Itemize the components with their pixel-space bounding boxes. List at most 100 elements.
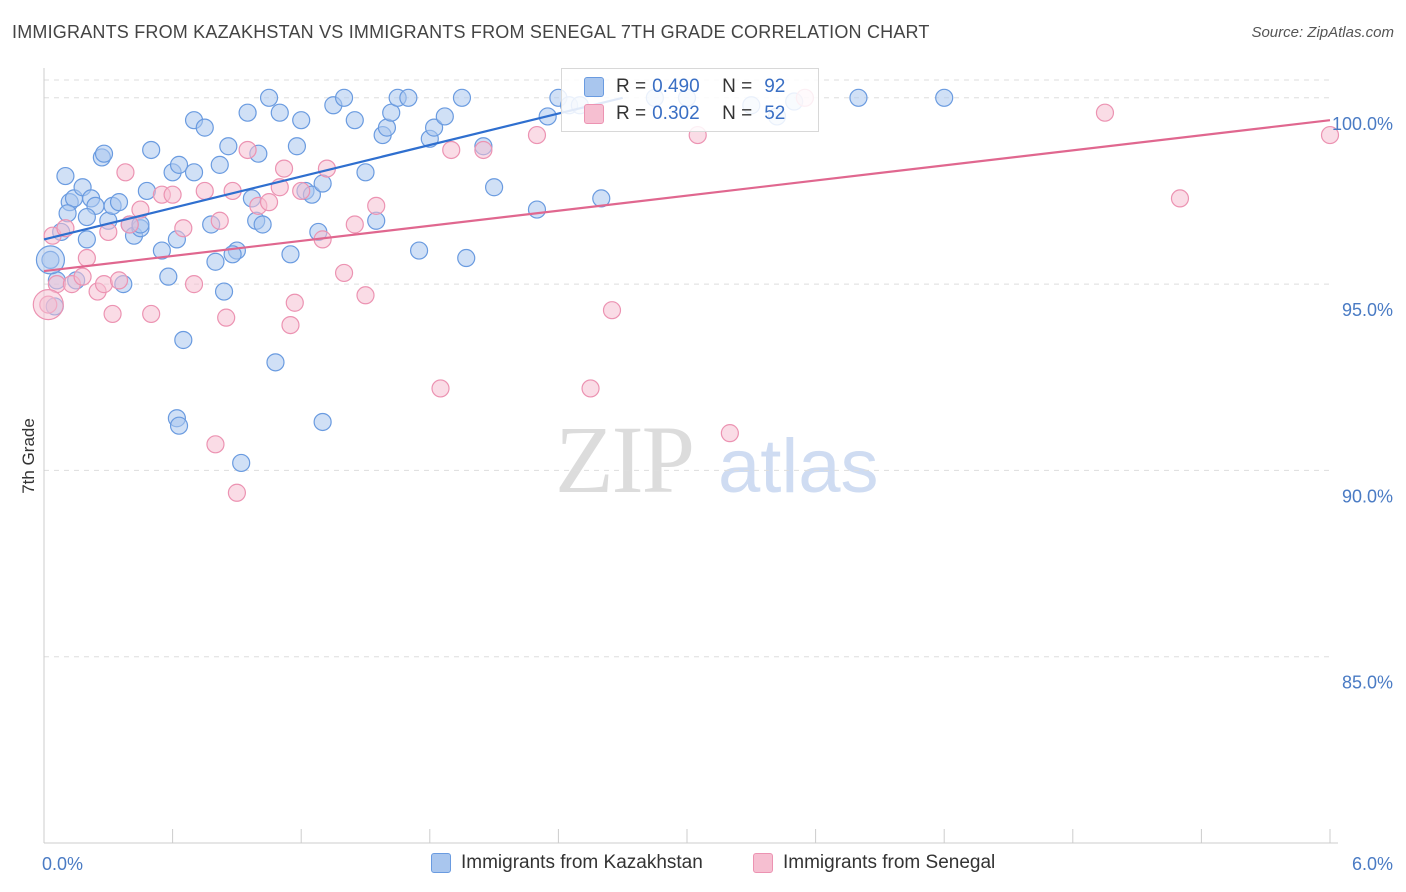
kazakhstan-point bbox=[313, 412, 332, 432]
y-tick-label: 100.0% bbox=[1332, 114, 1393, 134]
kazakhstan-point bbox=[169, 155, 189, 174]
series-legend-senegal[interactable]: Immigrants from Senegal bbox=[753, 852, 995, 874]
senegal-point bbox=[720, 424, 739, 443]
kazakhstan-point bbox=[142, 140, 161, 160]
kazakhstan-point bbox=[457, 248, 476, 268]
senegal-point bbox=[109, 271, 129, 290]
kazakhstan-point bbox=[485, 178, 504, 197]
kazakhstan-point bbox=[184, 163, 204, 182]
senegal-point bbox=[1095, 103, 1115, 122]
senegal-point bbox=[581, 379, 600, 398]
source-credit: Source: ZipAtlas.com bbox=[1251, 24, 1394, 41]
kazakhstan-trend-line bbox=[43, 96, 623, 241]
watermark-atlas: atlas bbox=[718, 424, 879, 509]
senegal-point bbox=[94, 275, 114, 294]
kazakhstan-point bbox=[399, 88, 418, 107]
kazakhstan-point bbox=[409, 241, 429, 260]
legend-swatch-blue bbox=[584, 77, 604, 97]
legend-row-senegal: R = 0.302 N = 52 bbox=[584, 102, 785, 126]
senegal-point bbox=[195, 181, 214, 201]
kazakhstan-point bbox=[206, 252, 225, 271]
legend-r-label: R = bbox=[616, 76, 647, 97]
kazakhstan-point bbox=[169, 416, 189, 435]
legend-r-label: R = bbox=[616, 103, 647, 124]
senegal-cluster-point bbox=[32, 288, 64, 321]
kazakhstan-point bbox=[356, 163, 375, 182]
kazakhstan-point bbox=[232, 453, 251, 473]
kazakhstan-point bbox=[313, 174, 332, 193]
kazakhstan-point bbox=[210, 155, 229, 174]
kazakhstan-point bbox=[527, 200, 547, 219]
x-tick-label-min: 0.0% bbox=[42, 854, 83, 874]
y-axis-title: 7th Grade bbox=[19, 418, 38, 494]
legend-r-value: 0.302 bbox=[652, 103, 700, 124]
kazakhstan-point bbox=[266, 353, 285, 372]
kazakhstan-point bbox=[435, 107, 454, 126]
senegal-point bbox=[602, 301, 622, 320]
kazakhstan-point bbox=[238, 103, 257, 122]
series-label: Immigrants from Senegal bbox=[783, 852, 996, 873]
legend-n-label: N = bbox=[722, 103, 753, 124]
senegal-point bbox=[367, 196, 386, 215]
kazakhstan-point bbox=[377, 118, 397, 137]
kazakhstan-point bbox=[94, 144, 114, 163]
senegal-point bbox=[174, 219, 193, 238]
kazakhstan-point bbox=[174, 330, 193, 350]
kazakhstan-point bbox=[214, 282, 234, 301]
senegal-point bbox=[238, 140, 257, 160]
senegal-point bbox=[334, 263, 354, 283]
y-tick-label: 90.0% bbox=[1342, 486, 1393, 506]
senegal-point bbox=[1320, 125, 1340, 145]
senegal-point bbox=[217, 308, 236, 327]
kazakhstan-point bbox=[137, 181, 156, 201]
kazakhstan-point bbox=[109, 193, 129, 212]
legend-n-value: 52 bbox=[764, 103, 786, 124]
legend-n-value: 92 bbox=[764, 76, 786, 97]
kazakhstan-point bbox=[270, 103, 289, 122]
kazakhstan-point bbox=[159, 267, 178, 286]
kazakhstan-point bbox=[77, 207, 96, 227]
y-tick-label: 85.0% bbox=[1342, 673, 1393, 693]
senegal-point bbox=[527, 125, 547, 145]
tick-labels: 85.0% 90.0% 95.0% 100.0% 0.0% 6.0% 7th Grade bbox=[19, 114, 1393, 874]
senegal-trend-line bbox=[43, 119, 1331, 273]
senegal-point bbox=[356, 286, 375, 305]
kazakhstan-point bbox=[334, 88, 354, 107]
kazakhstan-point bbox=[281, 245, 300, 264]
kazakhstan-point bbox=[935, 88, 954, 107]
kazakhstan-point bbox=[219, 137, 238, 156]
legend-swatch-pink bbox=[753, 853, 773, 873]
kazakhstan-point bbox=[77, 230, 96, 249]
senegal-point bbox=[206, 435, 225, 454]
kazakhstan-point bbox=[58, 204, 77, 223]
kazakhstan-point bbox=[424, 118, 444, 137]
senegal-point bbox=[431, 379, 450, 398]
legend-row-kazakhstan: R = 0.490 N = 92 bbox=[584, 75, 785, 99]
legend-swatch-pink bbox=[584, 104, 604, 124]
y-tick-label: 95.0% bbox=[1342, 300, 1393, 320]
series-legend-kazakhstan[interactable]: Immigrants from Kazakhstan bbox=[431, 852, 703, 874]
gridlines bbox=[44, 79, 1330, 658]
kazakhstan-point bbox=[592, 189, 611, 208]
kazakhstan-point bbox=[292, 111, 311, 130]
kazakhstan-point bbox=[253, 215, 272, 234]
legend-swatch-blue bbox=[431, 853, 451, 873]
senegal-point bbox=[345, 215, 364, 234]
senegal-point bbox=[259, 193, 279, 212]
senegal-point bbox=[1170, 189, 1190, 208]
kazakhstan-point bbox=[152, 241, 171, 260]
kazakhstan-point bbox=[849, 88, 868, 107]
senegal-point bbox=[142, 304, 161, 324]
kazakhstan-point bbox=[345, 111, 364, 130]
kazakhstan-point bbox=[452, 88, 472, 107]
senegal-point bbox=[184, 275, 204, 294]
senegal-point bbox=[227, 483, 246, 502]
axes bbox=[43, 68, 1338, 844]
senegal-point bbox=[474, 140, 493, 160]
watermark-zip: ZIP bbox=[555, 406, 693, 513]
kazakhstan-point bbox=[56, 166, 75, 186]
chart-title: IMMIGRANTS FROM KAZAKHSTAN VS IMMIGRANTS… bbox=[12, 22, 930, 42]
kazakhstan-cluster-point bbox=[35, 245, 66, 275]
kazakhstan-point bbox=[287, 137, 307, 156]
senegal-point bbox=[73, 267, 92, 286]
